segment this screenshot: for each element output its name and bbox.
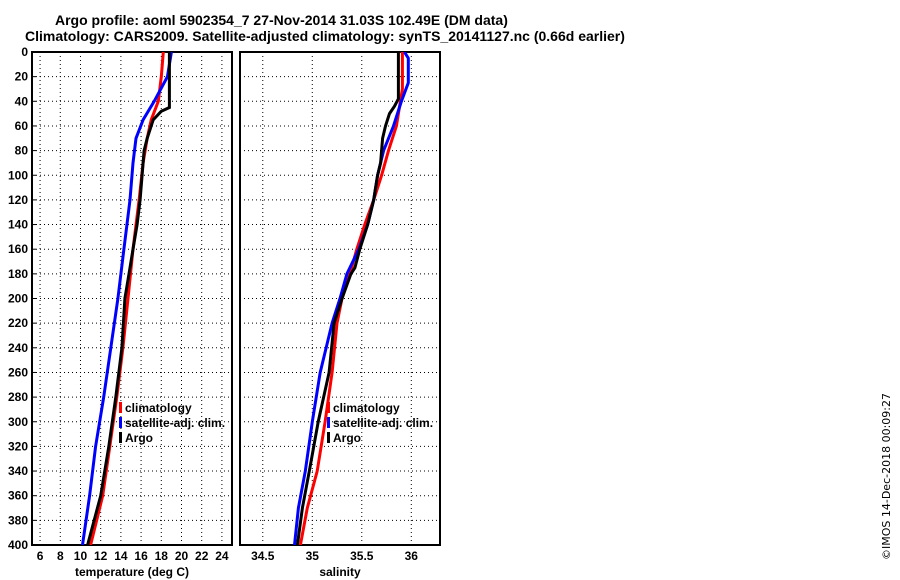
x-tick-label: 24: [215, 549, 229, 563]
y-tick-label: 20: [15, 70, 29, 84]
x-tick-label: 36: [405, 549, 419, 563]
x-axis-label: salinity: [319, 565, 361, 579]
legend-swatch: [119, 402, 122, 413]
y-tick-label: 140: [8, 218, 28, 232]
legend-swatch: [327, 402, 330, 413]
x-tick-label: 20: [175, 549, 189, 563]
legend-swatch: [327, 417, 330, 428]
salinity-panel: 34.5 35 35.5 36 salinity climatologysatellite…: [239, 51, 441, 579]
y-tick-label: 400: [8, 538, 28, 552]
x-tick-label: 10: [74, 549, 88, 563]
x-tick-label: 34.5: [251, 549, 275, 563]
y-tick-label: 80: [15, 144, 29, 158]
x-tick-label: 14: [114, 549, 128, 563]
y-tick-label: 200: [8, 292, 28, 306]
y-tick-label: 380: [8, 513, 28, 527]
y-tick-label: 340: [8, 464, 28, 478]
legend-entry: climatology: [125, 401, 192, 415]
y-tick-label: 280: [8, 390, 28, 404]
y-tick-label: 260: [8, 365, 28, 379]
y-tick-label: 180: [8, 267, 28, 281]
x-tick-label: 8: [57, 549, 64, 563]
plot-frame: [239, 51, 441, 546]
series-line-satellite-adj-clim-: [293, 52, 410, 545]
legend-entry: satellite-adj. clim.: [125, 416, 225, 430]
x-tick-label: 22: [195, 549, 209, 563]
y-tick-label: 160: [8, 242, 28, 256]
series-line-argo: [295, 52, 400, 545]
series-line-satellite-adj-clim-: [81, 52, 173, 545]
legend-swatch: [119, 432, 122, 443]
legend-entry: Argo: [333, 431, 361, 445]
y-tick-label: 120: [8, 193, 28, 207]
legend-swatch: [119, 417, 122, 428]
copyright-stamp: ©IMOS 14-Dec-2018 00:09:27: [880, 393, 893, 560]
y-tick-label: 220: [8, 316, 28, 330]
x-axis-label: temperature (deg C): [75, 565, 189, 579]
title-line-1: Argo profile: aoml 5902354_7 27-Nov-2014…: [55, 12, 508, 28]
y-tick-label: 360: [8, 489, 28, 503]
x-tick-label: 16: [134, 549, 148, 563]
series-line-argo: [86, 52, 171, 545]
y-tick-label: 320: [8, 439, 28, 453]
temperature-panel: 0 20 40 60 80 100 120 140 160 180 200 220 240 260 280 3…: [8, 45, 233, 579]
legend-swatch: [327, 432, 330, 443]
series-line-climatology: [298, 52, 404, 545]
x-tick-label: 18: [155, 549, 169, 563]
y-tick-label: 100: [8, 168, 28, 182]
x-tick-label: 35: [306, 549, 320, 563]
legend-entry: satellite-adj. clim.: [333, 416, 433, 430]
x-tick-label: 35.5: [350, 549, 374, 563]
y-tick-label: 40: [15, 94, 29, 108]
plot-frame: [31, 51, 233, 546]
y-tick-label: 60: [15, 119, 29, 133]
legend-entry: Argo: [125, 431, 153, 445]
y-tick-label: 300: [8, 415, 28, 429]
x-tick-label: 6: [37, 549, 44, 563]
y-tick-label: 0: [21, 45, 28, 59]
legend-entry: climatology: [333, 401, 400, 415]
x-tick-label: 12: [94, 549, 108, 563]
y-tick-label: 240: [8, 341, 28, 355]
title-line-2: Climatology: CARS2009. Satellite-adjuste…: [25, 28, 625, 44]
